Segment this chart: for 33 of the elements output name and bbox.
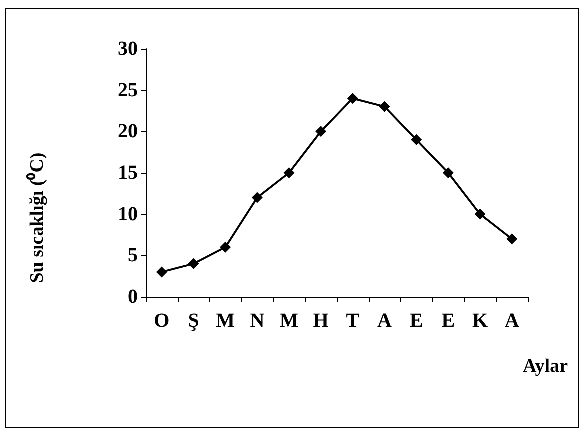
x-tick-label: A xyxy=(378,310,393,332)
x-tick-label: M xyxy=(280,310,299,332)
x-tick-label: O xyxy=(154,310,170,332)
x-tick-label: E xyxy=(410,310,424,332)
point xyxy=(442,168,454,178)
x-tick-label: K xyxy=(472,310,488,332)
y-tick-label: 15 xyxy=(118,162,138,184)
point xyxy=(474,208,486,220)
y-tick-label: 5 xyxy=(128,244,138,267)
point xyxy=(156,266,168,278)
y-tick-label: 25 xyxy=(118,79,138,102)
point xyxy=(347,93,358,104)
point xyxy=(506,234,518,245)
y-tick-label: 20 xyxy=(118,120,138,143)
point xyxy=(284,168,295,178)
y-tick-label: 10 xyxy=(118,203,138,226)
y-tick-label: 0 xyxy=(128,286,138,308)
point xyxy=(220,242,232,253)
point xyxy=(411,134,422,146)
x-tick-label: T xyxy=(346,310,360,332)
x-tick-label: H xyxy=(313,310,330,332)
y-axis-title: Su sıcaklığı (⁰C) xyxy=(26,152,48,284)
y-tick-label: 30 xyxy=(118,38,138,60)
point xyxy=(188,258,200,270)
point xyxy=(316,126,327,138)
x-tick-label: Ş xyxy=(188,310,200,332)
x-axis-title: Aylar xyxy=(522,356,569,377)
x-tick-label: M xyxy=(216,310,236,332)
x-tick-label: A xyxy=(504,310,520,332)
point xyxy=(379,101,390,112)
x-tick-label: E xyxy=(442,310,456,332)
x-tick-label: N xyxy=(250,310,266,332)
point xyxy=(252,192,263,204)
